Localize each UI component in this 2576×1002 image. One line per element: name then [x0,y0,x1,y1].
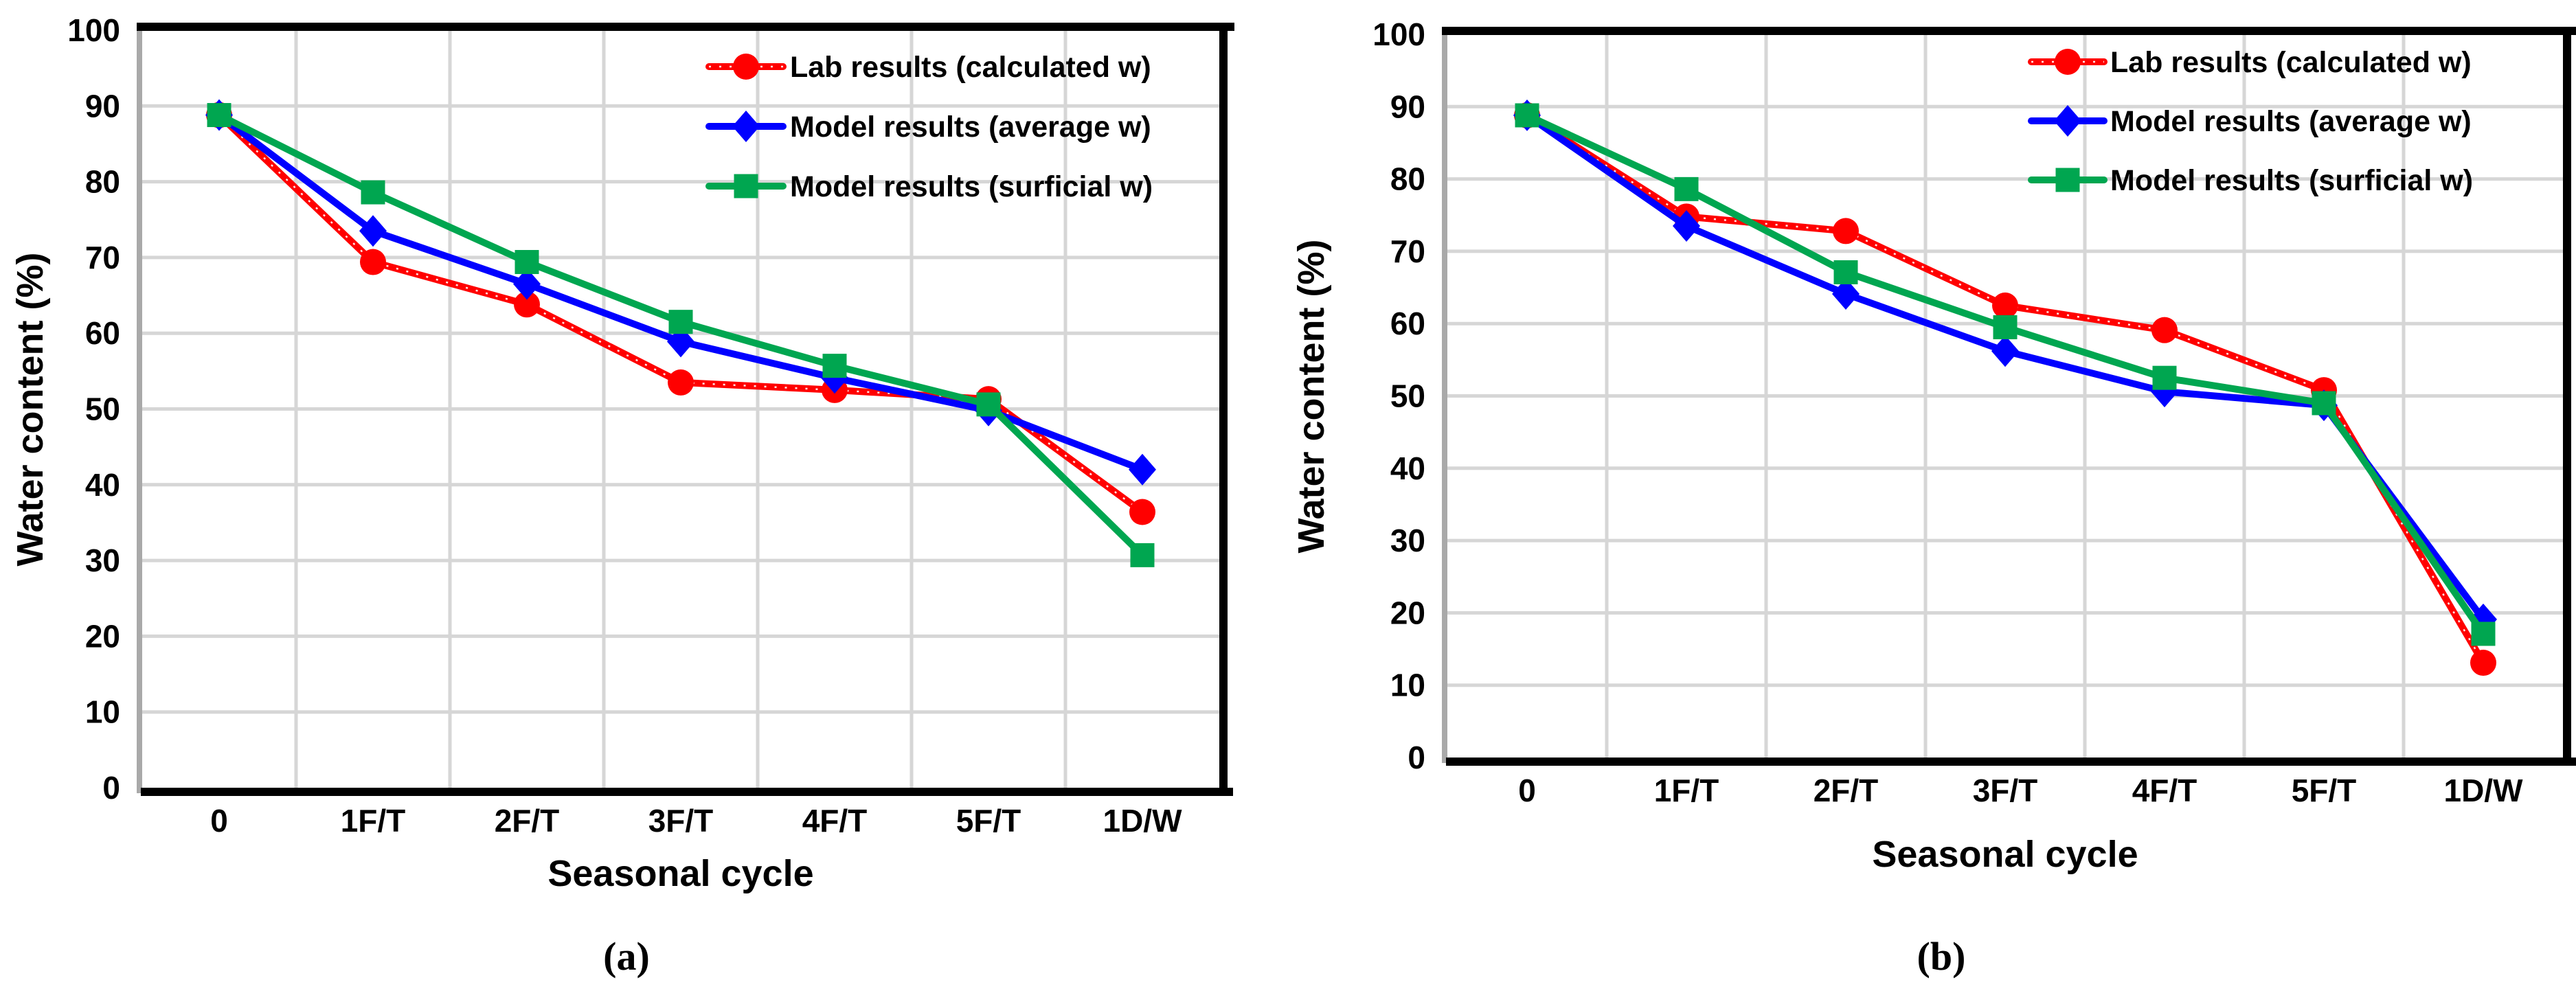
x-tick-label: 1D/W [2444,773,2524,808]
plot-border-right [1219,23,1228,788]
data-point-marker [1674,177,1699,201]
y-tick-label: 50 [85,391,120,427]
y-tick-label: 40 [1390,451,1425,486]
data-point-marker [976,392,1001,417]
data-point-marker [1129,499,1155,525]
x-tick-label: 1F/T [1654,773,1719,808]
legend-item-label: Model results (average w) [790,111,1151,144]
y-tick-label: 30 [85,543,120,578]
y-tick-label: 90 [85,88,120,124]
data-point-marker [1991,335,2019,367]
x-axis-title: Seasonal cycle [547,853,813,894]
y-tick-label: 60 [85,315,120,351]
line-chart-a: 0 10 20 30 40 50 60 70 80 90 100 0 1F/T 2F/T 3F/T 4F/T 5… [10,12,1234,979]
x-tick-label: 4F/T [802,803,868,839]
data-point-marker [513,268,541,300]
data-point-marker [1130,543,1155,567]
y-tick-label: 40 [85,467,120,503]
y-tick-label: 0 [102,770,120,806]
y-tick-label: 60 [1390,306,1425,341]
chart-panel-a: 0 10 20 30 40 50 60 70 80 90 100 0 1F/T 2F/T 3F/T 4F/T 5… [10,12,1234,979]
x-tick-label: 1D/W [1103,803,1183,839]
x-axis-title: Seasonal cycle [1872,834,2138,875]
series-line-0 [1524,111,2487,667]
data-point-marker [2312,391,2336,415]
y-axis-line [1442,27,1447,763]
legend-item-label: Model results (surficial w) [790,170,1153,203]
x-tick-label: 3F/T [1973,773,2038,808]
y-tick-label: 10 [85,694,120,730]
data-point-marker [1129,453,1156,486]
y-tick-label: 20 [1390,595,1425,630]
data-point-marker [1833,218,1859,244]
line-chart-b: 0 10 20 30 40 50 60 70 80 90 100 0 1F/T 2F/T 3F/T 4F/T 5… [1291,16,2576,979]
y-tick-label: 50 [1390,378,1425,414]
x-tick-label: 4F/T [2132,773,2197,808]
panel-caption-a: (a) [603,934,650,979]
y-axis-line [137,23,142,793]
data-point-marker [361,180,385,205]
x-tick-label: 3F/T [648,803,714,839]
x-tick-label: 0 [210,803,228,839]
data-point-marker [1832,278,1860,310]
y-axis-title: Water content (%) [1291,240,1332,554]
data-point-marker [2470,650,2496,676]
x-tick-label: 5F/T [956,803,1021,839]
y-tick-label: 20 [85,618,120,654]
data-point-marker [515,250,539,275]
y-tick-label: 100 [67,12,120,48]
y-tick-label: 70 [85,240,120,275]
data-point-marker [668,310,693,334]
x-tick-label: 1F/T [341,803,406,839]
x-tick-label: 0 [1518,773,1536,808]
series-line-dot-overlay [1526,114,2485,663]
plot-area: 0 10 20 30 40 50 60 70 80 90 100 0 1F/T 2F/T 3F/T 4F/T 5… [67,12,1234,839]
x-tick-label: 2F/T [1814,773,1879,808]
data-point-marker [2152,365,2177,390]
data-point-marker [514,291,540,318]
y-tick-label: 80 [85,164,120,200]
x-tick-label: 2F/T [495,803,560,839]
plot-border-top [1442,27,2576,35]
data-point-marker [1515,103,1539,128]
plot-border-top [137,23,1234,31]
plot-area: 0 10 20 30 40 50 60 70 80 90 100 0 1F/T 2F/T 3F/T 4F/T 5… [1372,16,2576,808]
legend-item-label: Lab results (calculated w) [2110,46,2472,79]
panel-caption-b: (b) [1917,934,1966,979]
data-point-marker [1673,210,1700,242]
data-point-marker [360,249,386,275]
legend-item-label: Model results (surficial w) [2110,164,2473,197]
x-axis-line [141,788,1233,796]
data-point-marker [359,215,387,247]
y-tick-label: 0 [1408,740,1425,775]
y-tick-label: 80 [1390,161,1425,197]
y-tick-label: 70 [1390,234,1425,269]
legend-marker [733,54,759,80]
legend-marker [2055,168,2080,192]
y-tick-label: 100 [1372,16,1425,52]
x-axis-line [1446,758,2576,766]
data-point-marker [822,354,847,378]
data-point-marker [1993,315,2018,339]
x-tick-label: 5F/T [2292,773,2357,808]
data-point-marker [668,369,694,396]
plot-border-right [2563,27,2571,758]
data-point-marker [1833,260,1858,284]
legend-marker [732,111,760,142]
data-point-marker [207,103,231,128]
y-axis-title: Water content (%) [10,253,51,567]
legend-item-label: Lab results (calculated w) [790,51,1151,84]
y-tick-label: 90 [1390,89,1425,124]
data-point-marker [2471,622,2496,646]
chart-panel-b: 0 10 20 30 40 50 60 70 80 90 100 0 1F/T 2F/T 3F/T 4F/T 5… [1288,0,2576,1002]
legend-marker [2054,105,2081,137]
legend-item-label: Model results (average w) [2110,105,2472,138]
y-tick-label: 30 [1390,523,1425,558]
data-point-marker [2151,317,2178,343]
legend-marker [2055,49,2081,75]
legend-marker [734,174,758,198]
data-point-marker [1992,292,2018,319]
y-tick-label: 10 [1390,668,1425,703]
